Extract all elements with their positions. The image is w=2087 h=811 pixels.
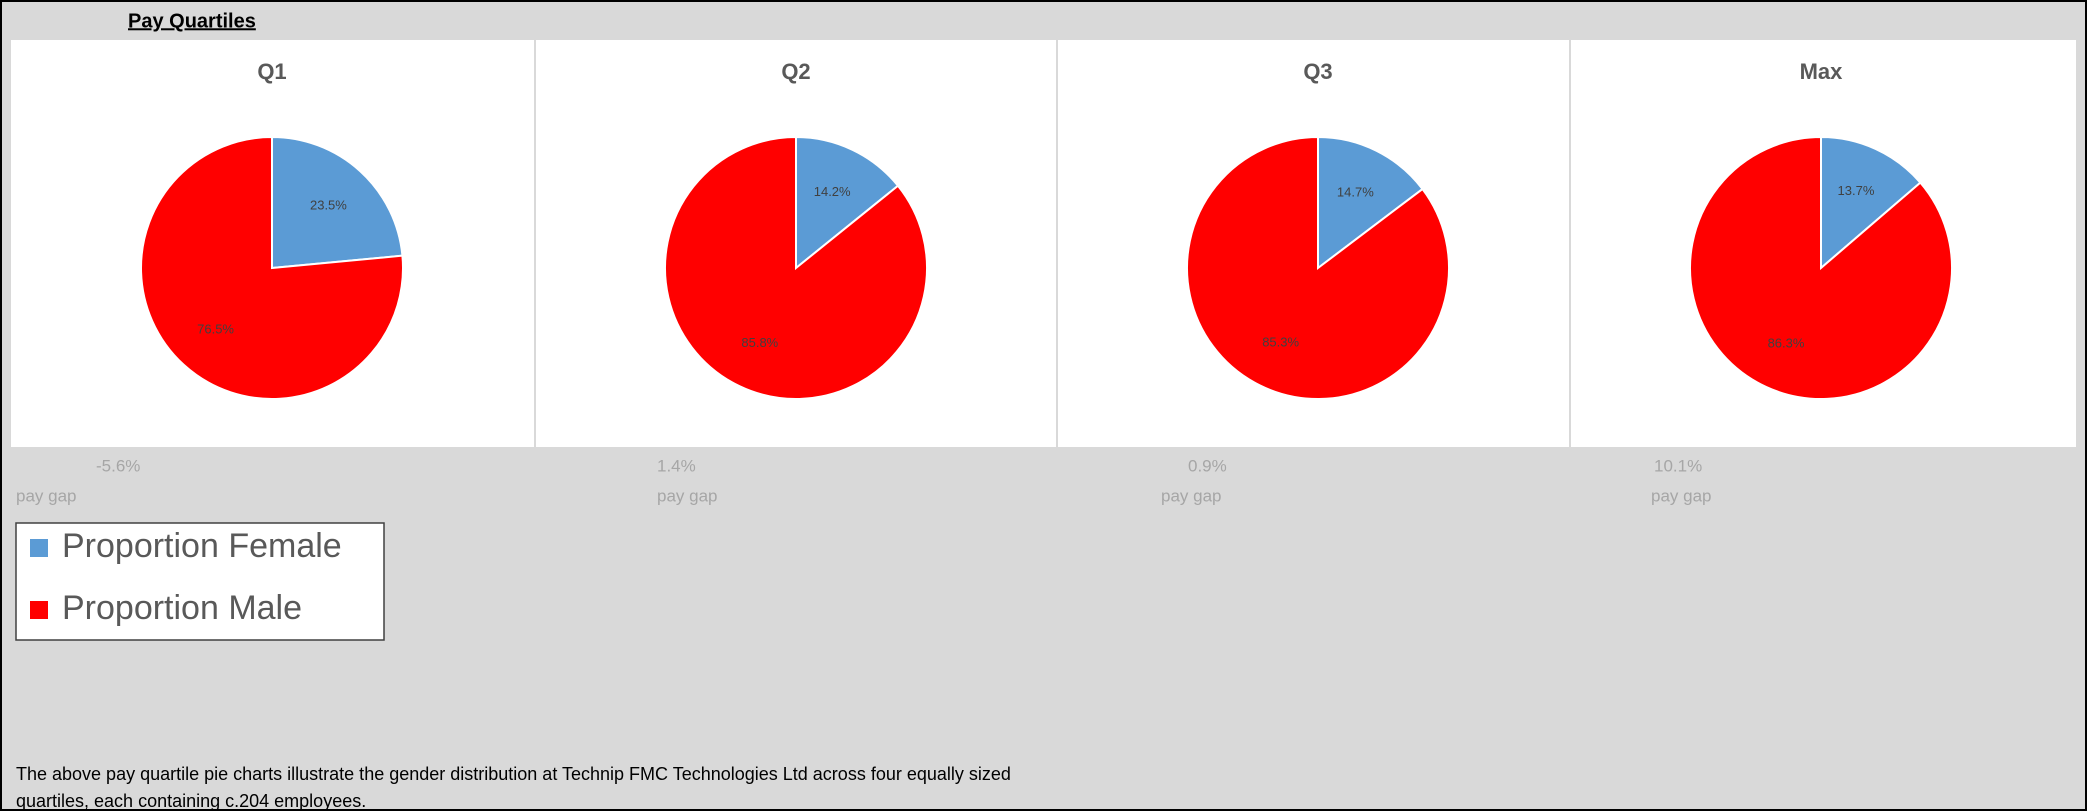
chart-title: Max [1800, 59, 1844, 84]
chart-title: Q3 [1303, 59, 1332, 84]
pay-gap-label: pay gap [1651, 486, 1712, 505]
pie-slice [795, 135, 900, 271]
legend-swatch [30, 539, 48, 557]
value-label: 14.7% [1337, 184, 1374, 199]
pay-gap-label: pay gap [657, 486, 718, 505]
value-label: 14.2% [814, 184, 851, 199]
pie-slice [1317, 135, 1424, 271]
value-label: 76.5% [197, 321, 234, 336]
pie-slice [664, 135, 928, 400]
pay-gap-value: 10.1% [1654, 456, 1702, 475]
value-label: 23.5% [310, 197, 347, 212]
pie-slice [140, 135, 404, 400]
footnote: quartiles, each containing c.204 employe… [16, 791, 366, 811]
legend-swatch [30, 601, 48, 619]
value-label: 13.7% [1838, 183, 1875, 198]
value-label: 85.8% [741, 335, 778, 350]
pay-gap-value: 0.9% [1188, 456, 1227, 475]
legend-box [15, 522, 385, 641]
pie-slice [1820, 135, 1922, 271]
header: Pay Quartiles [128, 10, 256, 32]
legend-label: Proportion Male [62, 589, 302, 627]
chart-title: Q1 [257, 59, 286, 84]
value-label: 86.3% [1768, 336, 1805, 351]
pie-slice [1186, 135, 1450, 400]
pay-gap-value: -5.6% [96, 456, 140, 475]
pay-gap-label: pay gap [16, 486, 77, 505]
pay-gap-value: 1.4% [657, 456, 696, 475]
chart-title: Q2 [781, 59, 810, 84]
legend-label: Proportion Female [62, 527, 342, 565]
value-label: 85.3% [1262, 334, 1299, 349]
pie-slice [1689, 135, 1953, 400]
pie-slice [271, 135, 404, 270]
pay-gap-label: pay gap [1161, 486, 1222, 505]
footnote: The above pay quartile pie charts illust… [16, 764, 1011, 784]
